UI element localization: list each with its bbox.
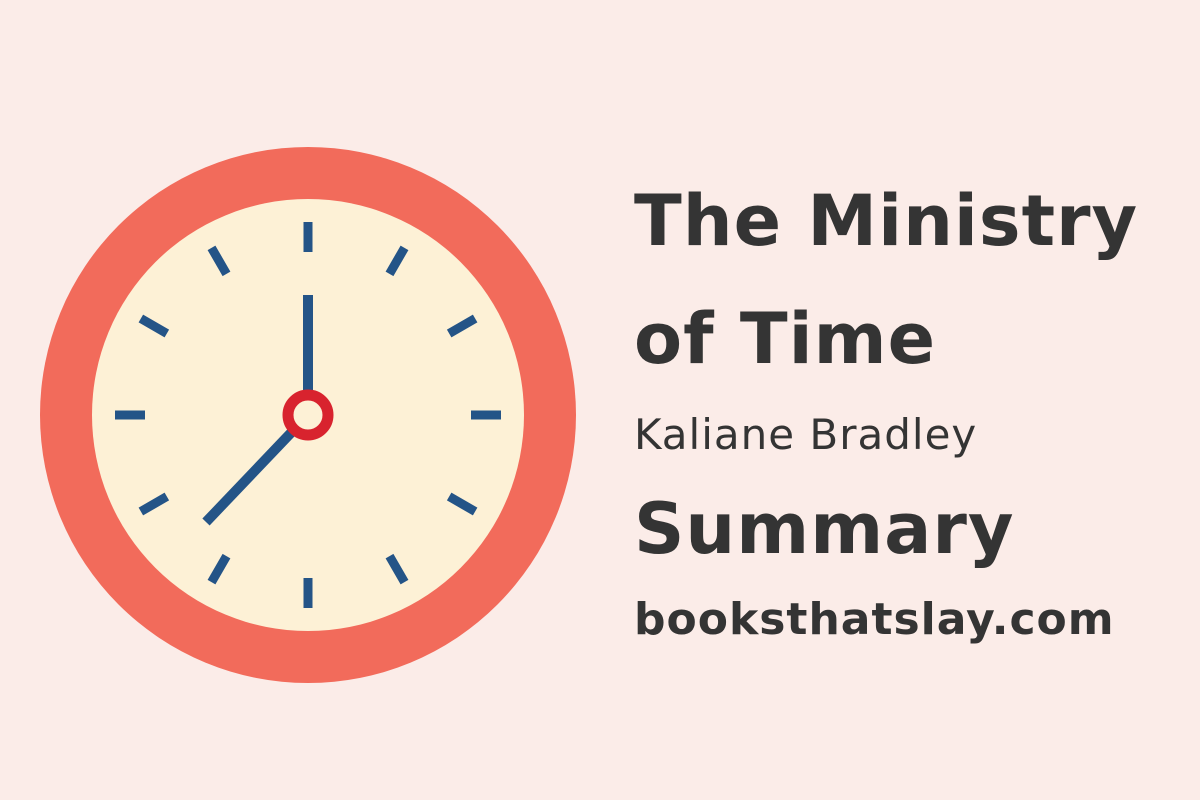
hour-tick xyxy=(207,553,231,585)
clock-center xyxy=(282,389,334,441)
website: booksthatslay.com xyxy=(634,594,1115,645)
hour-ticks xyxy=(115,222,501,608)
clock-icon xyxy=(40,147,576,683)
hour-tick xyxy=(446,314,478,338)
title-line-1: The Ministry xyxy=(634,180,1139,262)
author: Kaliane Bradley xyxy=(634,410,978,459)
hour-tick xyxy=(446,492,478,516)
hour-tick xyxy=(385,245,409,277)
title-line-2: of Time xyxy=(634,298,937,380)
subtitle: Summary xyxy=(634,488,1015,570)
hour-tick xyxy=(385,553,409,585)
hour-tick xyxy=(207,245,231,277)
hour-tick xyxy=(138,492,170,516)
hour-tick xyxy=(138,314,170,338)
